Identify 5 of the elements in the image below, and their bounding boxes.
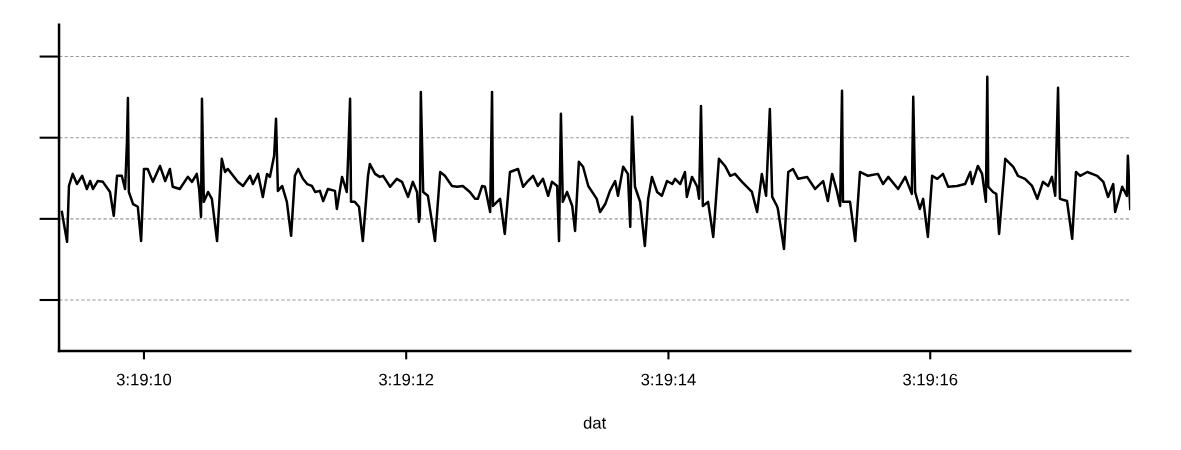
x-tick-label: 3:19:16 — [903, 373, 958, 386]
x-tick-label: 3:19:14 — [641, 373, 696, 386]
x-axis-title: dat — [583, 416, 607, 429]
x-tick-label: 3:19:12 — [379, 373, 434, 386]
x-tick-label: 3:19:10 — [116, 373, 172, 386]
